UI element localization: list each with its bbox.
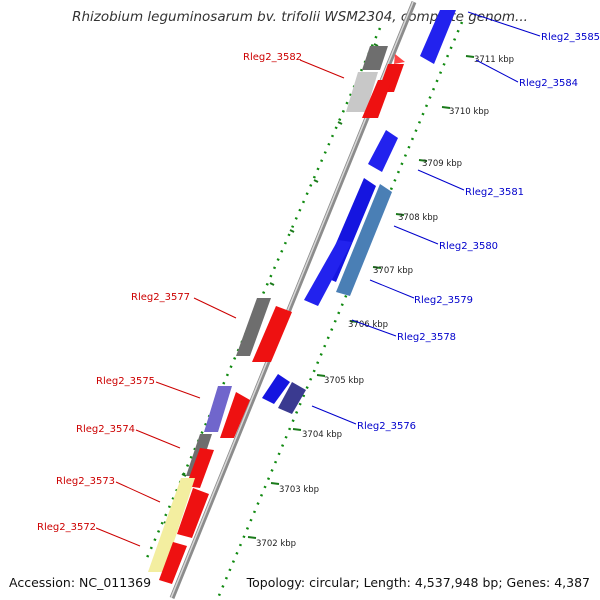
tick-label: 3702 kbp: [256, 539, 296, 549]
tick-group: 3711 kbp 3710 kbp 3709 kbp 3708 kbp 3707…: [247, 55, 514, 549]
leader-lines: [95, 11, 541, 547]
gene-label: Rleg2_3572: [37, 522, 96, 533]
tick-label: 3703 kbp: [279, 485, 319, 495]
gene-label: Rleg2_3585: [541, 32, 600, 43]
map-title: Rhizobium leguminosarum bv. trifolii WSM…: [72, 9, 528, 25]
gene-label: Rleg2_3579: [414, 295, 473, 306]
tick-label: 3711 kbp: [474, 55, 514, 65]
gene-label: Rleg2_3581: [465, 187, 524, 198]
tick-mark: [316, 374, 326, 377]
tick-mark: [372, 266, 382, 269]
gene-rleg2-3576[interactable]: [262, 374, 306, 414]
genome-summary-text: Topology: circular; Length: 4,537,948 bp…: [246, 575, 590, 590]
tick-label: 3705 kbp: [324, 376, 364, 386]
tick-mark: [270, 482, 280, 485]
tick-mark: [247, 536, 257, 539]
gene-label: Rleg2_3575: [96, 376, 155, 387]
gene-rleg2-3582[interactable]: [346, 46, 405, 118]
tick-label: 3708 kbp: [398, 213, 438, 223]
tick-mark: [465, 55, 475, 58]
tick-mark: [441, 106, 451, 109]
tick-mark: [395, 213, 405, 216]
gene-rleg2-3577[interactable]: [236, 298, 292, 362]
tick-label: 3704 kbp: [302, 430, 342, 440]
gene-rleg2-3575[interactable]: [204, 386, 250, 438]
gene-label: Rleg2_3580: [439, 241, 498, 252]
gene-rleg2-3572[interactable]: [148, 478, 195, 584]
gene-labels: Rleg2_3582 Rleg2_3577 Rleg2_3575 Rleg2_3…: [37, 32, 600, 533]
tick-label: 3709 kbp: [422, 159, 462, 169]
gene-label: Rleg2_3574: [76, 424, 135, 435]
gene-label: Rleg2_3573: [56, 476, 115, 487]
tick-mark: [418, 159, 428, 162]
gene-label: Rleg2_3577: [131, 292, 190, 303]
tick-label: 3706 kbp: [348, 320, 388, 330]
gene-label: Rleg2_3578: [397, 332, 456, 343]
gene-rleg2-3585[interactable]: [420, 10, 456, 64]
tick-mark: [292, 428, 302, 431]
gene-rleg2-3581[interactable]: [368, 130, 398, 172]
accession-text: Accession: NC_011369: [9, 575, 152, 590]
tick-label: 3710 kbp: [449, 107, 489, 117]
gene-rleg2-3579[interactable]: [304, 240, 352, 306]
tick-label: 3707 kbp: [373, 266, 413, 276]
gene-label: Rleg2_3576: [357, 421, 416, 432]
gene-label: Rleg2_3582: [243, 52, 302, 63]
gene-label: Rleg2_3584: [519, 78, 578, 89]
